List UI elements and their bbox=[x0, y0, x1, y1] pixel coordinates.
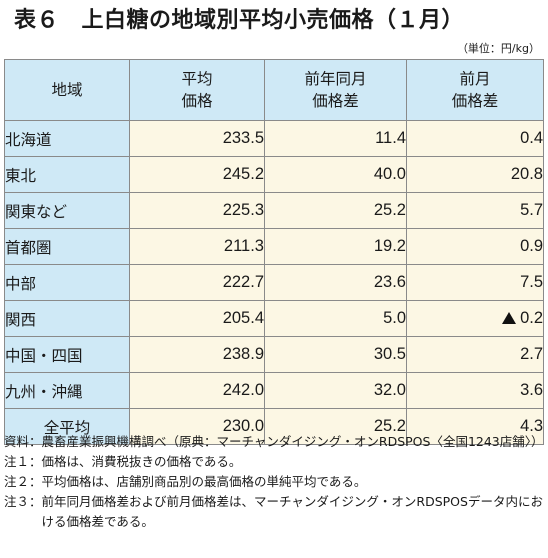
table-row: 首都圏 211.3 19.2 0.9 bbox=[4, 228, 544, 265]
avg-price-cell: 225.3 bbox=[129, 192, 265, 229]
mom-diff-value: 2.7 bbox=[520, 345, 543, 363]
mom-diff-value: 0.2 bbox=[520, 309, 543, 327]
mom-diff-value: 7.5 bbox=[520, 273, 543, 291]
note-label: 注３： bbox=[4, 494, 42, 509]
header-mom-diff: 前月 価格差 bbox=[406, 59, 544, 121]
avg-price-cell: 205.4 bbox=[129, 300, 265, 337]
table-row: 北海道 233.5 11.4 0.4 bbox=[4, 120, 544, 157]
yoy-diff-cell: 11.4 bbox=[264, 120, 407, 157]
header-yoy-line1: 前年同月 bbox=[304, 70, 367, 88]
mom-diff-value: 3.6 bbox=[520, 381, 543, 399]
avg-price-cell: 211.3 bbox=[129, 228, 265, 265]
region-cell: 関東など bbox=[4, 192, 130, 229]
price-table: 地域 平均 価格 前年同月 価格差 前月 価格差 北海道 233.5 11.4 … bbox=[4, 59, 544, 445]
mom-diff-value: 0.4 bbox=[520, 129, 543, 147]
note-label: 注２： bbox=[4, 474, 42, 489]
note-text: 農畜産業振興機構調べ（原典：マーチャンダイジング・オンRDSPOS〈全国1243… bbox=[41, 434, 544, 449]
avg-price-cell: 245.2 bbox=[129, 156, 265, 193]
region-cell: 中部 bbox=[4, 264, 130, 301]
note-text: 平均価格は、店舗別商品別の最高価格の単純平均である。 bbox=[41, 474, 367, 489]
notes-block: 資料： 農畜産業振興機構調べ（原典：マーチャンダイジング・オンRDSPOS〈全国… bbox=[4, 432, 544, 532]
yoy-diff-cell: 25.2 bbox=[264, 192, 407, 229]
yoy-diff-cell: 32.0 bbox=[264, 372, 407, 409]
page-title: 表６ 上白糖の地域別平均小売価格（１月） bbox=[14, 8, 465, 33]
header-region: 地域 bbox=[4, 59, 130, 121]
avg-price-cell: 233.5 bbox=[129, 120, 265, 157]
yoy-diff-cell: 19.2 bbox=[264, 228, 407, 265]
avg-price-cell: 242.0 bbox=[129, 372, 265, 409]
mom-diff-value: 4.3 bbox=[520, 417, 543, 435]
table-row: 関西 205.4 5.0 0.2 bbox=[4, 300, 544, 337]
region-cell: 関西 bbox=[4, 300, 130, 337]
mom-diff-cell: 7.5 bbox=[406, 264, 544, 301]
yoy-diff-cell: 5.0 bbox=[264, 300, 407, 337]
avg-price-cell: 238.9 bbox=[129, 336, 265, 373]
yoy-diff-cell: 25.2 bbox=[264, 408, 407, 445]
table-row: 関東など 225.3 25.2 5.7 bbox=[4, 192, 544, 229]
header-avg-line1: 平均 bbox=[181, 70, 213, 88]
header-region-label: 地域 bbox=[51, 81, 83, 99]
negative-triangle-icon bbox=[502, 312, 517, 324]
table-row: 九州・沖縄 242.0 32.0 3.6 bbox=[4, 372, 544, 409]
region-cell: 首都圏 bbox=[4, 228, 130, 265]
note-text: 価格は、消費税抜きの価格である。 bbox=[41, 454, 242, 469]
region-cell-total: 全平均 bbox=[4, 408, 130, 445]
mom-diff-cell: 20.8 bbox=[406, 156, 544, 193]
region-cell: 九州・沖縄 bbox=[4, 372, 130, 409]
table-row: 中部 222.7 23.6 7.5 bbox=[4, 264, 544, 301]
region-cell: 北海道 bbox=[4, 120, 130, 157]
mom-diff-cell: 0.2 bbox=[406, 300, 544, 337]
unit-label: （単位：円/kg） bbox=[456, 42, 540, 55]
header-avg-line2: 価格 bbox=[181, 92, 213, 110]
header-yoy-diff: 前年同月 価格差 bbox=[264, 59, 407, 121]
header-mom-line1: 前月 bbox=[459, 70, 491, 88]
mom-diff-value: 5.7 bbox=[520, 201, 543, 219]
note-label: 資料： bbox=[4, 434, 42, 449]
avg-price-cell: 222.7 bbox=[129, 264, 265, 301]
region-cell: 東北 bbox=[4, 156, 130, 193]
note-text: 前年同月価格差および前月価格差は、マーチャンダイジング・オンRDSPOSデータ内… bbox=[41, 494, 543, 529]
note-2: 注２： 平均価格は、店舗別商品別の最高価格の単純平均である。 bbox=[4, 472, 544, 492]
source-note: 資料： 農畜産業振興機構調べ（原典：マーチャンダイジング・オンRDSPOS〈全国… bbox=[4, 432, 544, 452]
mom-diff-value: 20.8 bbox=[510, 165, 543, 183]
yoy-diff-cell: 23.6 bbox=[264, 264, 407, 301]
table-row: 東北 245.2 40.0 20.8 bbox=[4, 156, 544, 193]
table-row: 中国・四国 238.9 30.5 2.7 bbox=[4, 336, 544, 373]
mom-diff-cell: 3.6 bbox=[406, 372, 544, 409]
note-label: 注１： bbox=[4, 454, 42, 469]
yoy-diff-cell: 30.5 bbox=[264, 336, 407, 373]
mom-diff-cell: 4.3 bbox=[406, 408, 544, 445]
mom-diff-cell: 0.4 bbox=[406, 120, 544, 157]
table-total-row: 全平均 230.0 25.2 4.3 bbox=[4, 408, 544, 445]
table-header-row: 地域 平均 価格 前年同月 価格差 前月 価格差 bbox=[4, 59, 544, 121]
note-3: 注３： 前年同月価格差および前月価格差は、マーチャンダイジング・オンRDSPOS… bbox=[4, 492, 544, 532]
region-cell: 中国・四国 bbox=[4, 336, 130, 373]
header-mom-line2: 価格差 bbox=[451, 92, 499, 110]
note-1: 注１： 価格は、消費税抜きの価格である。 bbox=[4, 452, 544, 472]
yoy-diff-cell: 40.0 bbox=[264, 156, 407, 193]
mom-diff-cell: 2.7 bbox=[406, 336, 544, 373]
mom-diff-value: 0.9 bbox=[520, 237, 543, 255]
header-avg-price: 平均 価格 bbox=[129, 59, 265, 121]
header-yoy-line2: 価格差 bbox=[312, 92, 359, 110]
mom-diff-cell: 5.7 bbox=[406, 192, 544, 229]
mom-diff-cell: 0.9 bbox=[406, 228, 544, 265]
